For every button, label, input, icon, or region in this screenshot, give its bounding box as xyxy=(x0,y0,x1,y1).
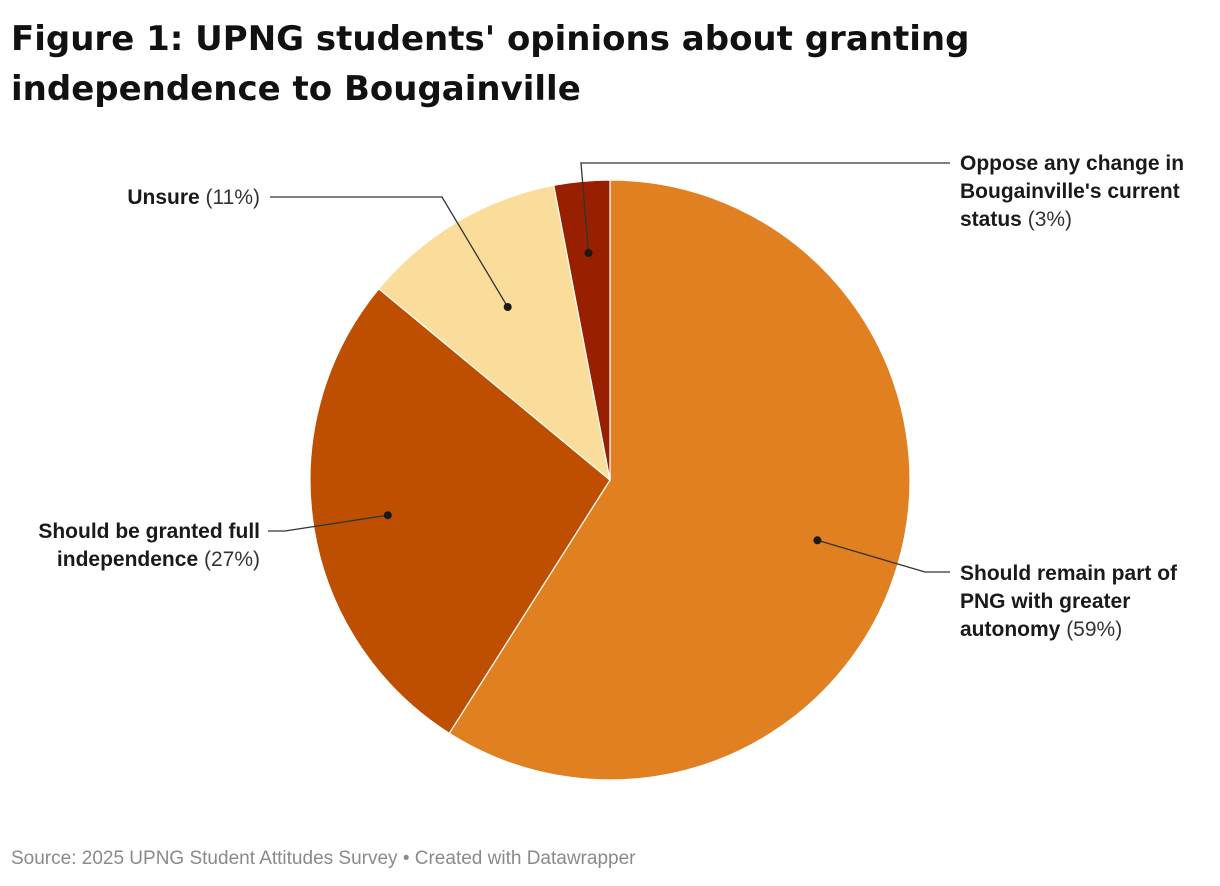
leader-dot-oppose-change xyxy=(584,249,593,257)
label-remain-part-of-png: Should remain part of PNG with greater a… xyxy=(960,562,1178,641)
source-footer: Source: 2025 UPNG Student Attitudes Surv… xyxy=(11,848,636,869)
label-unsure: Unsure (11%) xyxy=(127,186,260,209)
leader-line-full-independence xyxy=(268,514,388,532)
leader-line-unsure xyxy=(270,196,509,308)
leader-line-oppose-change xyxy=(580,162,950,254)
chart-title: Figure 1: UPNG students' opinions about … xyxy=(11,19,970,109)
leader-dot-unsure xyxy=(503,303,512,311)
pie-slice-oppose-change xyxy=(553,179,611,481)
label-full-independence: Should be granted full independence (27%… xyxy=(38,520,260,571)
leader-lines xyxy=(268,162,950,573)
leader-line-remain-part-of-png xyxy=(817,539,950,573)
leader-dot-full-independence xyxy=(383,511,392,520)
leader-dot-remain-part-of-png xyxy=(813,536,822,545)
label-oppose-change: Oppose any change in Bougainville's curr… xyxy=(960,152,1185,231)
pie-slices xyxy=(309,179,911,781)
